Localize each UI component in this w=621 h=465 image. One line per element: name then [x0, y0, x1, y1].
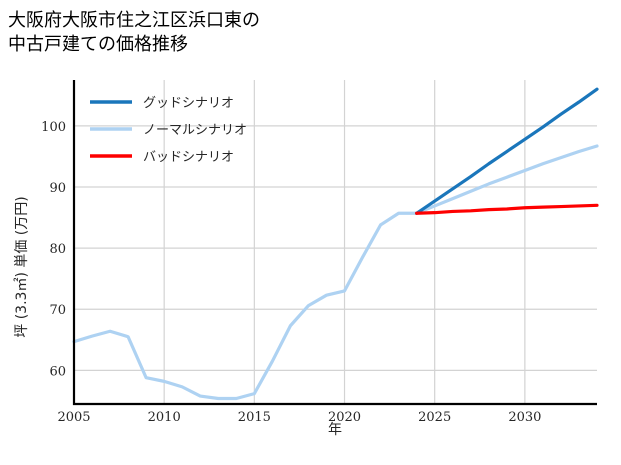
x-tick-label: 2015 — [238, 410, 271, 425]
x-tick-label: 2025 — [418, 410, 451, 425]
x-tick-label: 2020 — [328, 410, 361, 425]
series-line-ノーマルシナリオ — [72, 144, 599, 401]
series-line-グッドシナリオ — [415, 87, 599, 215]
axis-spines — [72, 80, 597, 406]
legend-label-バッドシナリオ: バッドシナリオ — [143, 150, 234, 165]
x-tick-label: 2010 — [148, 410, 181, 425]
y-tick-label: 80 — [49, 242, 66, 257]
x-tick-label: 2030 — [508, 410, 541, 425]
y-tick-label: 60 — [49, 364, 66, 379]
series-lines — [72, 87, 599, 401]
x-tick-label: 2005 — [57, 410, 90, 425]
y-tick-label: 70 — [49, 303, 66, 318]
y-axis-tick-labels: 60 70 80 90 100 — [41, 120, 66, 380]
gridlines — [73, 80, 597, 404]
legend-label-ノーマルシナリオ: ノーマルシナリオ — [143, 123, 247, 138]
y-axis-title: 坪 (3.3㎡) 単価 (万円) — [14, 196, 30, 337]
page-title: 大阪府大阪市住之江区浜口東の 中古戸建ての価格推移 — [8, 10, 260, 55]
x-axis-tick-labels: 2005 2010 2015 2020 2025 2030 — [57, 410, 541, 425]
y-tick-label: 100 — [41, 120, 66, 135]
x-axis-title: 年 — [328, 422, 342, 438]
legend-label-グッドシナリオ: グッドシナリオ — [143, 96, 234, 111]
y-tick-label: 90 — [49, 181, 66, 196]
series-line-バッドシナリオ — [415, 203, 599, 215]
